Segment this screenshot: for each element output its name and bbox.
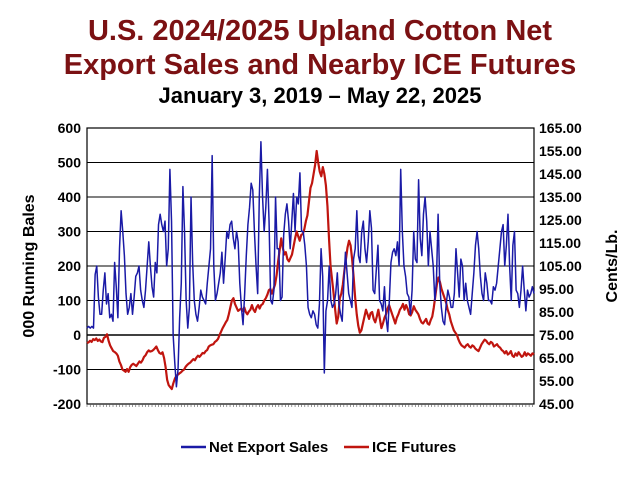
y-left-tick-label: 200: [58, 258, 82, 274]
series-line-net-export-sales: [86, 141, 535, 388]
y-left-tick-label: 300: [58, 224, 82, 240]
y-axis-left-title: 000 Running Bales: [21, 194, 38, 337]
y-left-tick-label: -200: [53, 396, 81, 412]
y-right-tick-label: 105.00: [539, 258, 582, 274]
gridlines: [87, 127, 534, 405]
series-line-ice-futures: [86, 149, 535, 391]
y-right-tick-label: 75.00: [539, 327, 574, 343]
plot-frame: [86, 127, 535, 405]
y-left-tick-label: 600: [58, 120, 82, 136]
y-left-tick-label: -100: [53, 362, 81, 378]
y-right-tick-label: 55.00: [539, 373, 574, 389]
y-left-tick-label: 100: [58, 293, 82, 309]
y-right-tick-label: 65.00: [539, 350, 574, 366]
y-left-tick-label: 500: [58, 155, 82, 171]
y-right-tick-label: 125.00: [539, 212, 582, 228]
y-right-tick-label: 145.00: [539, 166, 582, 182]
chart-subtitle: January 3, 2019 – May 22, 2025: [158, 83, 482, 108]
y-right-tick-label: 45.00: [539, 396, 574, 412]
legend-label-net-export-sales: Net Export Sales: [209, 439, 328, 456]
y-right-tick-label: 115.00: [539, 235, 581, 251]
y-right-tick-label: 135.00: [539, 189, 582, 205]
y-left-tick-label: 0: [73, 327, 81, 343]
y-right-tick-label: 95.00: [539, 281, 574, 297]
chart-title-line1: U.S. 2024/2025 Upland Cotton Net: [87, 15, 553, 47]
right-axis-ticks: 165.00 155.00 145.00 135.00 125.00 115.00 105.…: [539, 120, 582, 412]
chart-title-line2: Export Sales and Nearby ICE Futures: [63, 49, 577, 81]
y-right-tick-label: 155.00: [539, 143, 582, 159]
y-axis-right-title: Cents/Lb.: [604, 230, 621, 303]
date-axis-ticks: [86, 404, 533, 407]
legend-label-ice-futures: ICE Futures: [372, 439, 456, 456]
y-right-tick-label: 85.00: [539, 304, 574, 320]
left-axis-ticks: 600 500 400 300 200 100 0 -100 -200: [53, 120, 81, 412]
y-left-tick-label: 400: [58, 189, 82, 205]
y-right-tick-label: 165.00: [539, 120, 582, 136]
legend: Net Export Sales ICE Futures: [181, 439, 456, 456]
